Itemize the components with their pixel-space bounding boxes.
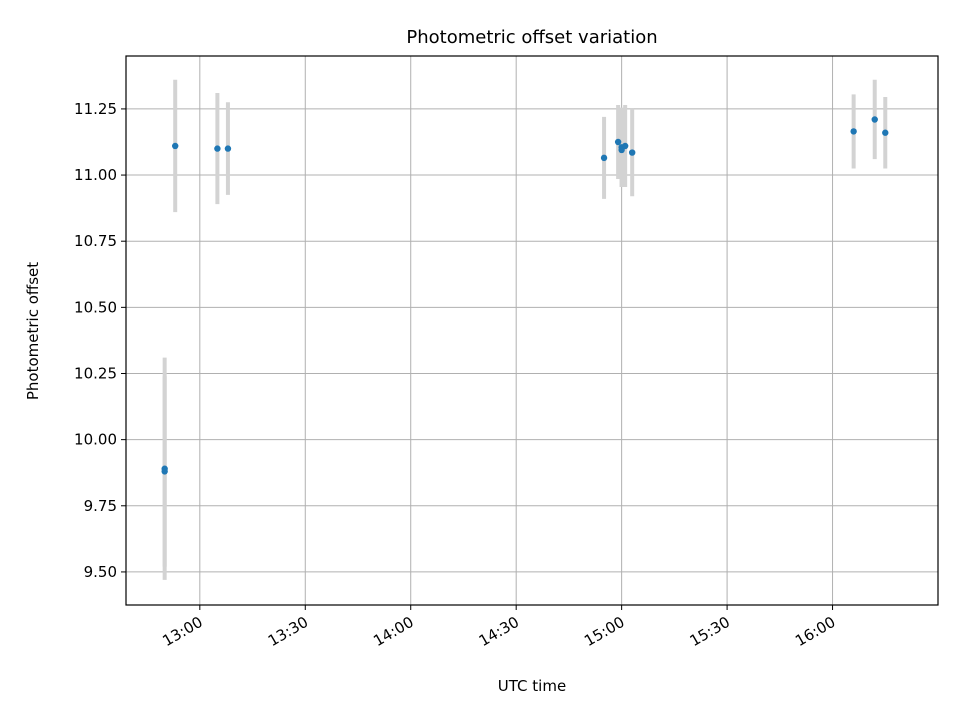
x-axis-ticks: 13:00 13:30 14:00 14:30 15:00 15:30 16:00 xyxy=(159,605,839,650)
y-axis-label: Photometric offset xyxy=(24,262,42,400)
data-point xyxy=(621,142,629,150)
x-tick-label: 13:00 xyxy=(159,613,205,650)
grid xyxy=(126,56,938,605)
x-tick-label: 15:30 xyxy=(687,613,733,650)
data-point xyxy=(614,138,622,146)
chart-title: Photometric offset variation xyxy=(406,27,657,48)
data-point xyxy=(214,145,221,152)
x-tick-label: 14:30 xyxy=(476,613,522,650)
data-point xyxy=(882,129,889,136)
y-tick-label: 11.00 xyxy=(74,166,117,184)
data-point xyxy=(224,145,232,152)
data-point xyxy=(871,116,878,123)
y-tick-label: 10.75 xyxy=(74,232,117,250)
data-point xyxy=(600,154,608,162)
y-tick-label: 10.50 xyxy=(74,298,117,316)
data-point xyxy=(161,468,168,475)
x-axis-label: UTC time xyxy=(498,677,566,695)
y-tick-label: 9.50 xyxy=(84,563,117,581)
x-tick-label: 13:30 xyxy=(265,613,311,650)
y-tick-label: 11.25 xyxy=(74,100,117,118)
data-points xyxy=(161,116,889,475)
x-tick-label: 15:00 xyxy=(581,613,627,650)
x-tick-label: 16:00 xyxy=(792,613,838,650)
error-bars xyxy=(162,79,888,580)
y-tick-label: 10.25 xyxy=(74,364,117,382)
y-axis-ticks: 9.50 9.75 10.00 10.25 10.50 10.75 11.00 11.25 xyxy=(74,100,126,581)
x-tick-label: 14:00 xyxy=(370,613,416,650)
data-point xyxy=(628,149,636,156)
y-tick-label: 10.00 xyxy=(74,431,117,449)
data-point xyxy=(850,128,857,135)
y-tick-label: 9.75 xyxy=(84,497,117,515)
data-point xyxy=(172,142,179,150)
plot-frame xyxy=(125,55,939,606)
